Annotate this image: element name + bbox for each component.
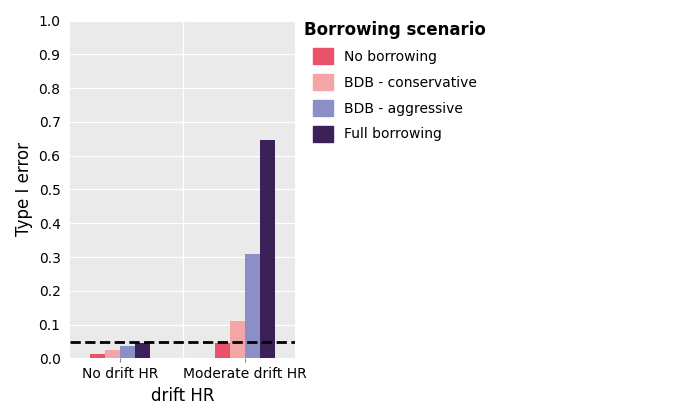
Bar [230, 321, 245, 358]
Legend: No borrowing, BDB - conservative, BDB - aggressive, Full borrowing: No borrowing, BDB - conservative, BDB - … [304, 21, 486, 142]
Bar [260, 140, 275, 358]
X-axis label: drift HR: drift HR [150, 387, 214, 405]
Y-axis label: Type I error: Type I error [15, 142, 33, 236]
Bar [215, 343, 230, 358]
Bar [135, 343, 150, 358]
Bar [120, 346, 135, 358]
Bar [245, 254, 260, 358]
Bar [105, 350, 120, 358]
Bar [90, 354, 105, 358]
